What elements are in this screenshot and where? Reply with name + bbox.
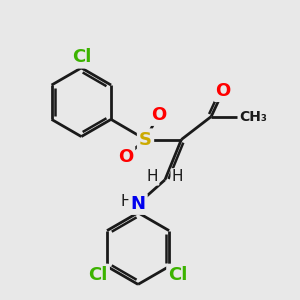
Text: Cl: Cl (88, 266, 108, 284)
Text: H: H (147, 169, 158, 184)
Text: Cl: Cl (168, 266, 188, 284)
Text: H: H (121, 194, 133, 209)
Text: O: O (215, 82, 231, 100)
Text: N: N (130, 195, 146, 213)
Text: S: S (139, 130, 152, 148)
Text: CH₃: CH₃ (240, 110, 268, 124)
Text: O: O (151, 106, 166, 124)
Text: H: H (172, 169, 183, 184)
Text: Cl: Cl (72, 48, 91, 66)
Text: O: O (118, 148, 133, 166)
